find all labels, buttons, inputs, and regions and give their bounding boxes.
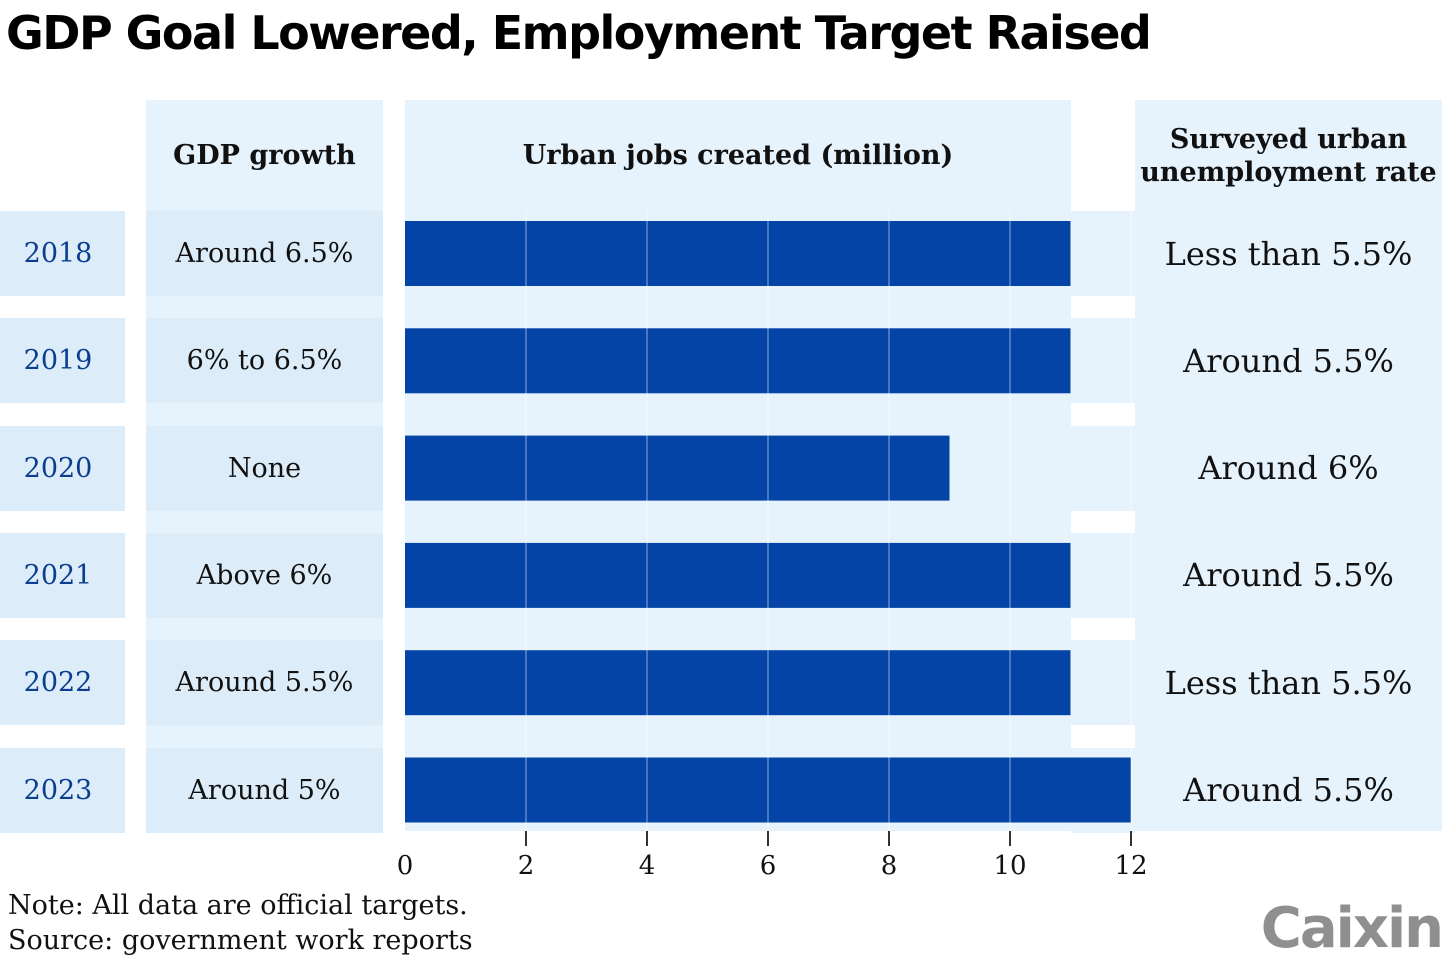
row-strip	[146, 425, 383, 511]
unemployment-header-line1: Surveyed urban	[1169, 123, 1408, 155]
year-label: 2022	[23, 667, 93, 699]
gdp-growth-value: Around 6.5%	[175, 238, 354, 269]
bar-2021	[405, 542, 1071, 608]
gdp-growth-value: None	[227, 452, 302, 484]
year-label: 2021	[23, 559, 93, 591]
x-tick-label: 10	[993, 851, 1026, 881]
row-strip	[146, 747, 383, 833]
row-strip	[0, 318, 125, 404]
year-label: 2020	[23, 452, 93, 484]
unemployment-rate-value: Around 5.5%	[1183, 556, 1394, 595]
bar-2020	[405, 435, 950, 501]
unemployment-rate-value: Around 5.5%	[1183, 771, 1394, 809]
x-tick-label: 2	[518, 851, 535, 881]
row-strip	[0, 211, 125, 296]
bar-2019	[405, 328, 1071, 394]
chart-title: GDP Goal Lowered, Employment Target Rais…	[6, 6, 1152, 60]
jobs-header: Urban jobs created (million)	[522, 140, 954, 171]
bar-2022	[405, 650, 1071, 716]
x-tick-label: 6	[760, 851, 777, 881]
year-label: 2023	[23, 774, 93, 806]
row-strip	[1071, 318, 1135, 404]
x-tick-label: 0	[397, 851, 414, 881]
gdp-growth-value: Around 5%	[188, 774, 341, 806]
unemployment-rate-value: Around 5.5%	[1183, 341, 1394, 380]
bar-2018	[405, 221, 1071, 286]
x-tick-label: 4	[639, 851, 656, 881]
row-strip	[1071, 640, 1135, 726]
row-strip	[0, 425, 125, 511]
caixin-logo: Caixin	[1260, 896, 1444, 961]
row-strip	[1071, 425, 1135, 511]
gdp-growth-value: Above 6%	[196, 559, 333, 591]
year-label: 2018	[23, 238, 93, 269]
gdp-growth-value: Around 5.5%	[175, 667, 354, 699]
row-strip	[1071, 211, 1135, 296]
gdp-growth-header: GDP growth	[173, 140, 356, 171]
row-strip	[1071, 532, 1135, 618]
unemp-column-panel	[1135, 100, 1442, 831]
row-strip	[146, 640, 383, 726]
row-strip	[0, 747, 125, 833]
gdp-growth-value: 6% to 6.5%	[186, 345, 343, 377]
x-tick-label: 8	[881, 851, 898, 881]
row-strip	[0, 532, 125, 618]
note-text: Note: All data are official targets.	[8, 890, 468, 921]
x-tick-label: 12	[1114, 851, 1147, 881]
unemployment-rate-value: Less than 5.5%	[1164, 663, 1413, 702]
unemployment-header: Surveyed urban unemployment rate	[1135, 100, 1442, 211]
row-strip	[146, 318, 383, 404]
source-text: Source: government work reports	[8, 925, 473, 956]
row-strip	[146, 211, 383, 296]
unemployment-rate-value: Around 6%	[1198, 449, 1379, 488]
row-strip	[146, 532, 383, 618]
row-strip	[0, 640, 125, 726]
unemployment-rate-value: Less than 5.5%	[1164, 234, 1413, 273]
year-label: 2019	[23, 345, 93, 377]
unemployment-header-line2: unemployment rate	[1140, 156, 1437, 188]
